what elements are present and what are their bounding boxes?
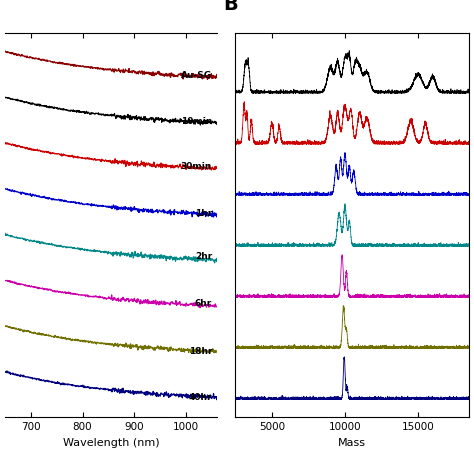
X-axis label: Mass: Mass bbox=[338, 438, 366, 447]
Text: 40hr: 40hr bbox=[189, 393, 212, 402]
Text: 18hr: 18hr bbox=[189, 347, 212, 356]
Text: 10min: 10min bbox=[181, 117, 212, 126]
Text: 2hr: 2hr bbox=[195, 252, 212, 261]
Text: Au-SG: Au-SG bbox=[181, 71, 212, 80]
Text: 1hr: 1hr bbox=[195, 209, 212, 218]
X-axis label: Wavelength (nm): Wavelength (nm) bbox=[63, 438, 159, 447]
Text: 6hr: 6hr bbox=[195, 299, 212, 308]
Text: B: B bbox=[224, 0, 238, 14]
Text: 30min: 30min bbox=[181, 162, 212, 171]
